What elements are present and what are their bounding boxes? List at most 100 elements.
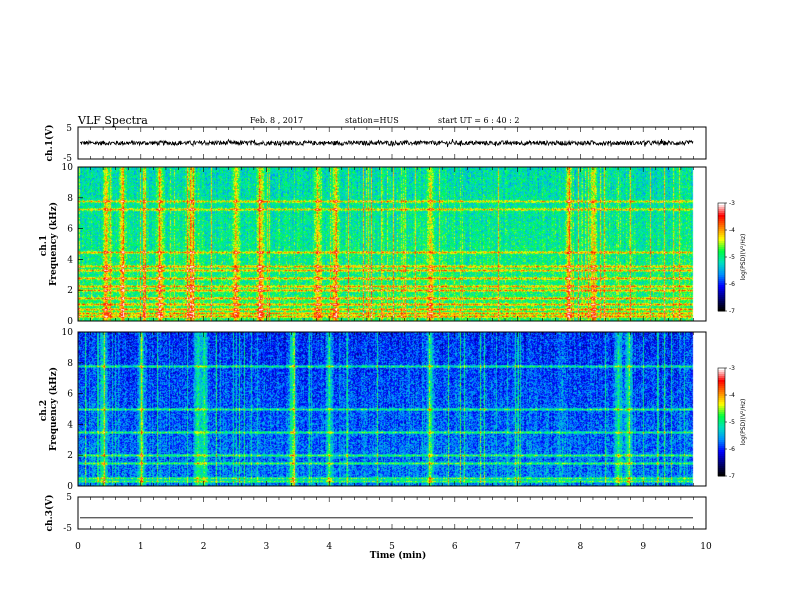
ch1-colorbar-swatch — [718, 213, 725, 216]
ch2-colorbar-swatch — [718, 418, 725, 421]
ch2-colorbar-swatch — [718, 438, 725, 441]
ch2-colorbar-swatch — [718, 384, 725, 387]
ch1-spec-ytick-label: 6 — [67, 225, 73, 235]
ch2-colorbar-tick-label: -3 — [729, 365, 735, 372]
x-tick-label: 6 — [452, 542, 458, 552]
ch2-colorbar: -3 -4 -5 -6 -7 log(PSD)(V²/Hz) — [717, 365, 747, 480]
ch2-colorbar-swatch — [718, 398, 725, 401]
ch2-colorbar-swatch — [718, 434, 725, 437]
ch2-spectrogram-ylabel: ch.2 Frequency (kHz) — [39, 367, 59, 451]
ch1-colorbar-swatch — [718, 299, 725, 302]
ch1-colorbar-tick-label: -6 — [729, 281, 735, 288]
x-tick-label: 10 — [700, 542, 712, 552]
x-tick-label: 3 — [264, 542, 270, 552]
ch2-colorbar-swatch — [718, 392, 725, 395]
ch1-spectrogram-panel: 0 2 4 6 8 10 ch.1 Frequency (kHz) -3 -4 -5 -6 -7 l… — [39, 163, 747, 327]
ch2-spectrogram-yticks: 0 2 4 6 8 10 — [62, 328, 707, 492]
ch2-colorbar-swatch — [718, 460, 725, 463]
ch1-colorbar-swatch — [718, 287, 725, 290]
ch2-colorbar-swatch — [718, 446, 725, 449]
ch1-colorbar-swatch — [718, 303, 725, 306]
ch1-ytick-top: 5 — [66, 124, 72, 134]
ch1-spectrogram-ylabel: ch.1 Frequency (kHz) — [39, 202, 59, 286]
ch2-spec-ytick-label: 6 — [67, 390, 73, 400]
ch2-colorbar-swatch — [718, 454, 725, 457]
ch1-colorbar-swatch — [718, 255, 725, 258]
ch2-colorbar-swatch — [718, 424, 725, 427]
ch1-colorbar-label: log(PSD)(V²/Hz) — [740, 234, 747, 281]
ch1-colorbar-swatch — [718, 257, 725, 260]
ch1-colorbar-swatch — [718, 219, 725, 222]
ch1-colorbar-swatch — [718, 209, 725, 212]
ch1-colorbar: -3 -4 -5 -6 -7 log(PSD)(V²/Hz) — [717, 200, 747, 315]
ch2-colorbar-swatch — [718, 378, 725, 381]
ch2-colorbar-tick-label: -6 — [729, 446, 735, 453]
ch1-colorbar-tick-label: -7 — [729, 308, 735, 315]
ch1-colorbar-swatch — [718, 251, 725, 254]
ch1-spec-ytick-label: 4 — [67, 255, 73, 265]
ch1-colorbar-swatch — [718, 283, 725, 286]
ch2-colorbar-swatch — [718, 410, 725, 413]
ch1-spec-ytick-label: 10 — [62, 163, 74, 173]
ch1-spectrogram-image — [78, 167, 706, 321]
ch2-colorbar-swatch — [718, 382, 725, 385]
ch2-colorbar-swatch — [718, 428, 725, 431]
ch2-colorbar-swatch — [718, 426, 725, 429]
ch2-colorbar-swatch — [718, 380, 725, 383]
ch3-ylabel: ch.3(V) — [44, 495, 55, 532]
ch1-colorbar-swatch — [718, 285, 725, 288]
ch2-colorbar-swatch — [718, 396, 725, 399]
ch2-colorbar-swatch — [718, 414, 725, 417]
ch1-colorbar-swatch — [718, 223, 725, 226]
ch2-colorbar-swatch — [718, 374, 725, 377]
ch1-colorbar-swatch — [718, 249, 725, 252]
x-tick-label: 9 — [640, 542, 646, 552]
ch1-colorbar-swatch — [718, 247, 725, 250]
ch1-ylabel: ch.1(V) — [44, 125, 55, 162]
ch1-colorbar-swatch — [718, 291, 725, 294]
ch2-colorbar-swatch — [718, 402, 725, 405]
ch1-spec-ytick-label: 8 — [67, 194, 73, 204]
ch2-spec-ytick-label: 4 — [67, 420, 73, 430]
ch2-colorbar-swatch — [718, 470, 725, 473]
ch1-colorbar-swatch — [718, 233, 725, 236]
ch1-colorbar-swatch — [718, 305, 725, 308]
date-label: Feb. 8 , 2017 — [250, 116, 303, 125]
ch2-colorbar-swatch — [718, 452, 725, 455]
start-time-label: start UT = 6 : 40 : 2 — [438, 116, 519, 125]
ch2-colorbar-swatch — [718, 448, 725, 451]
ch1-colorbar-swatch — [718, 293, 725, 296]
ch2-spectrogram-ylabel-line1: ch.2 — [39, 400, 49, 421]
ch1-colorbar-swatch — [718, 307, 725, 310]
ch2-colorbar-swatch — [718, 464, 725, 467]
ch1-colorbar-swatch — [718, 261, 725, 264]
ch1-spec-ytick-label: 0 — [67, 317, 73, 327]
ch1-colorbar-swatch — [718, 275, 725, 278]
ch1-colorbar-swatch — [718, 289, 725, 292]
x-tick-label: 4 — [326, 542, 332, 552]
ch2-colorbar-swatch — [718, 458, 725, 461]
ch1-colorbar-swatch — [718, 203, 725, 206]
ch2-colorbar-swatch — [718, 442, 725, 445]
ch2-colorbar-tick-label: -7 — [729, 473, 735, 480]
ch1-colorbar-swatch — [718, 281, 725, 284]
ch1-colorbar-swatch — [718, 271, 725, 274]
ch1-colorbar-swatch — [718, 253, 725, 256]
ch2-spec-ytick-label: 8 — [67, 359, 73, 369]
ch2-colorbar-swatch — [718, 456, 725, 459]
ch1-colorbar-swatch — [718, 269, 725, 272]
ch3-tickmarks — [77, 497, 707, 529]
ch1-colorbar-swatch — [718, 309, 725, 312]
ch1-colorbar-swatch — [718, 211, 725, 214]
ch1-colorbar-swatch — [718, 273, 725, 276]
ch2-colorbar-swatch — [718, 444, 725, 447]
ch1-colorbar-tick-label: -4 — [729, 227, 735, 234]
ch2-colorbar-swatch — [718, 408, 725, 411]
ch2-spectrogram-image — [78, 332, 706, 486]
x-tick-label: 7 — [515, 542, 521, 552]
ch1-spectrogram-ylabel-line1: ch.1 — [39, 235, 49, 256]
ch1-colorbar-tick-label: -5 — [729, 254, 735, 261]
ch2-colorbar-tick-label: -5 — [729, 419, 735, 426]
ch1-colorbar-swatch — [718, 279, 725, 282]
